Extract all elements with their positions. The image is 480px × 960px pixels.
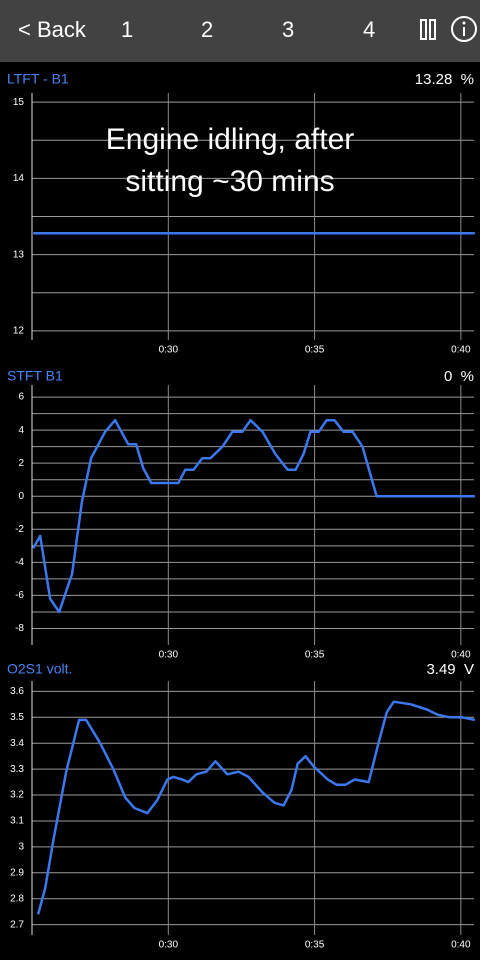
y-tick-label: 15 <box>13 97 25 108</box>
y-tick-label: -2 <box>15 524 24 535</box>
y-tick-label: 2.9 <box>10 867 24 878</box>
y-tick-label: 3.3 <box>10 764 24 775</box>
tab[interactable]: 2 <box>201 17 214 42</box>
info-button[interactable] <box>451 16 477 42</box>
readout: 3.49 V <box>426 661 474 678</box>
y-tick-label: 2.8 <box>10 893 24 904</box>
tab[interactable]: 1 <box>121 17 134 42</box>
x-tick-label: 0:30 <box>159 940 179 951</box>
toolbar-icons <box>420 16 477 42</box>
y-tick-label: 6 <box>18 392 24 403</box>
back-button[interactable]: < Back <box>18 17 86 42</box>
y-tick-label: 3 <box>18 842 24 853</box>
data-line <box>36 700 476 915</box>
y-tick-label: -4 <box>15 557 24 568</box>
annotation: Engine idling, after <box>106 123 355 156</box>
chart-title: LTFT - B1 <box>7 71 69 87</box>
y-tick-label: 2.7 <box>10 919 24 930</box>
y-tick-label: 4 <box>18 425 24 436</box>
x-tick-label: 0:40 <box>451 940 471 951</box>
x-tick-label: 0:40 <box>451 345 471 356</box>
readout: 0 % <box>444 368 474 385</box>
y-tick-label: 13 <box>13 249 25 260</box>
y-tick-label: 3.5 <box>10 712 24 723</box>
toolbar: < Back 1 2 3 4 <box>0 0 480 62</box>
x-tick-label: 0:40 <box>451 650 471 661</box>
chart-title: O2S1 volt. <box>7 661 72 677</box>
y-tick-label: 3.1 <box>10 816 24 827</box>
x-tick-label: 0:35 <box>305 650 325 661</box>
y-tick-label: 3.6 <box>10 686 24 697</box>
y-tick-label: 3.2 <box>10 790 24 801</box>
y-tick-label: 2 <box>18 458 24 469</box>
data-line <box>32 418 475 614</box>
readout: 13.28 % <box>415 71 474 88</box>
tab[interactable]: 3 <box>282 17 295 42</box>
x-tick-label: 0:30 <box>159 650 179 661</box>
tab[interactable]: 4 <box>363 17 376 42</box>
y-tick-label: 14 <box>13 173 25 184</box>
chart-title: STFT B1 <box>7 368 63 384</box>
annotation: sitting ~30 mins <box>125 165 334 198</box>
x-tick-label: 0:35 <box>305 345 325 356</box>
y-tick-label: 12 <box>13 325 25 336</box>
y-tick-label: -6 <box>15 590 24 601</box>
x-tick-label: 0:30 <box>159 345 179 356</box>
y-tick-label: -8 <box>15 623 24 634</box>
y-tick-label: 0 <box>18 491 24 502</box>
pause-button[interactable] <box>420 19 436 40</box>
x-tick-label: 0:35 <box>305 940 325 951</box>
y-tick-label: 3.4 <box>10 738 24 749</box>
